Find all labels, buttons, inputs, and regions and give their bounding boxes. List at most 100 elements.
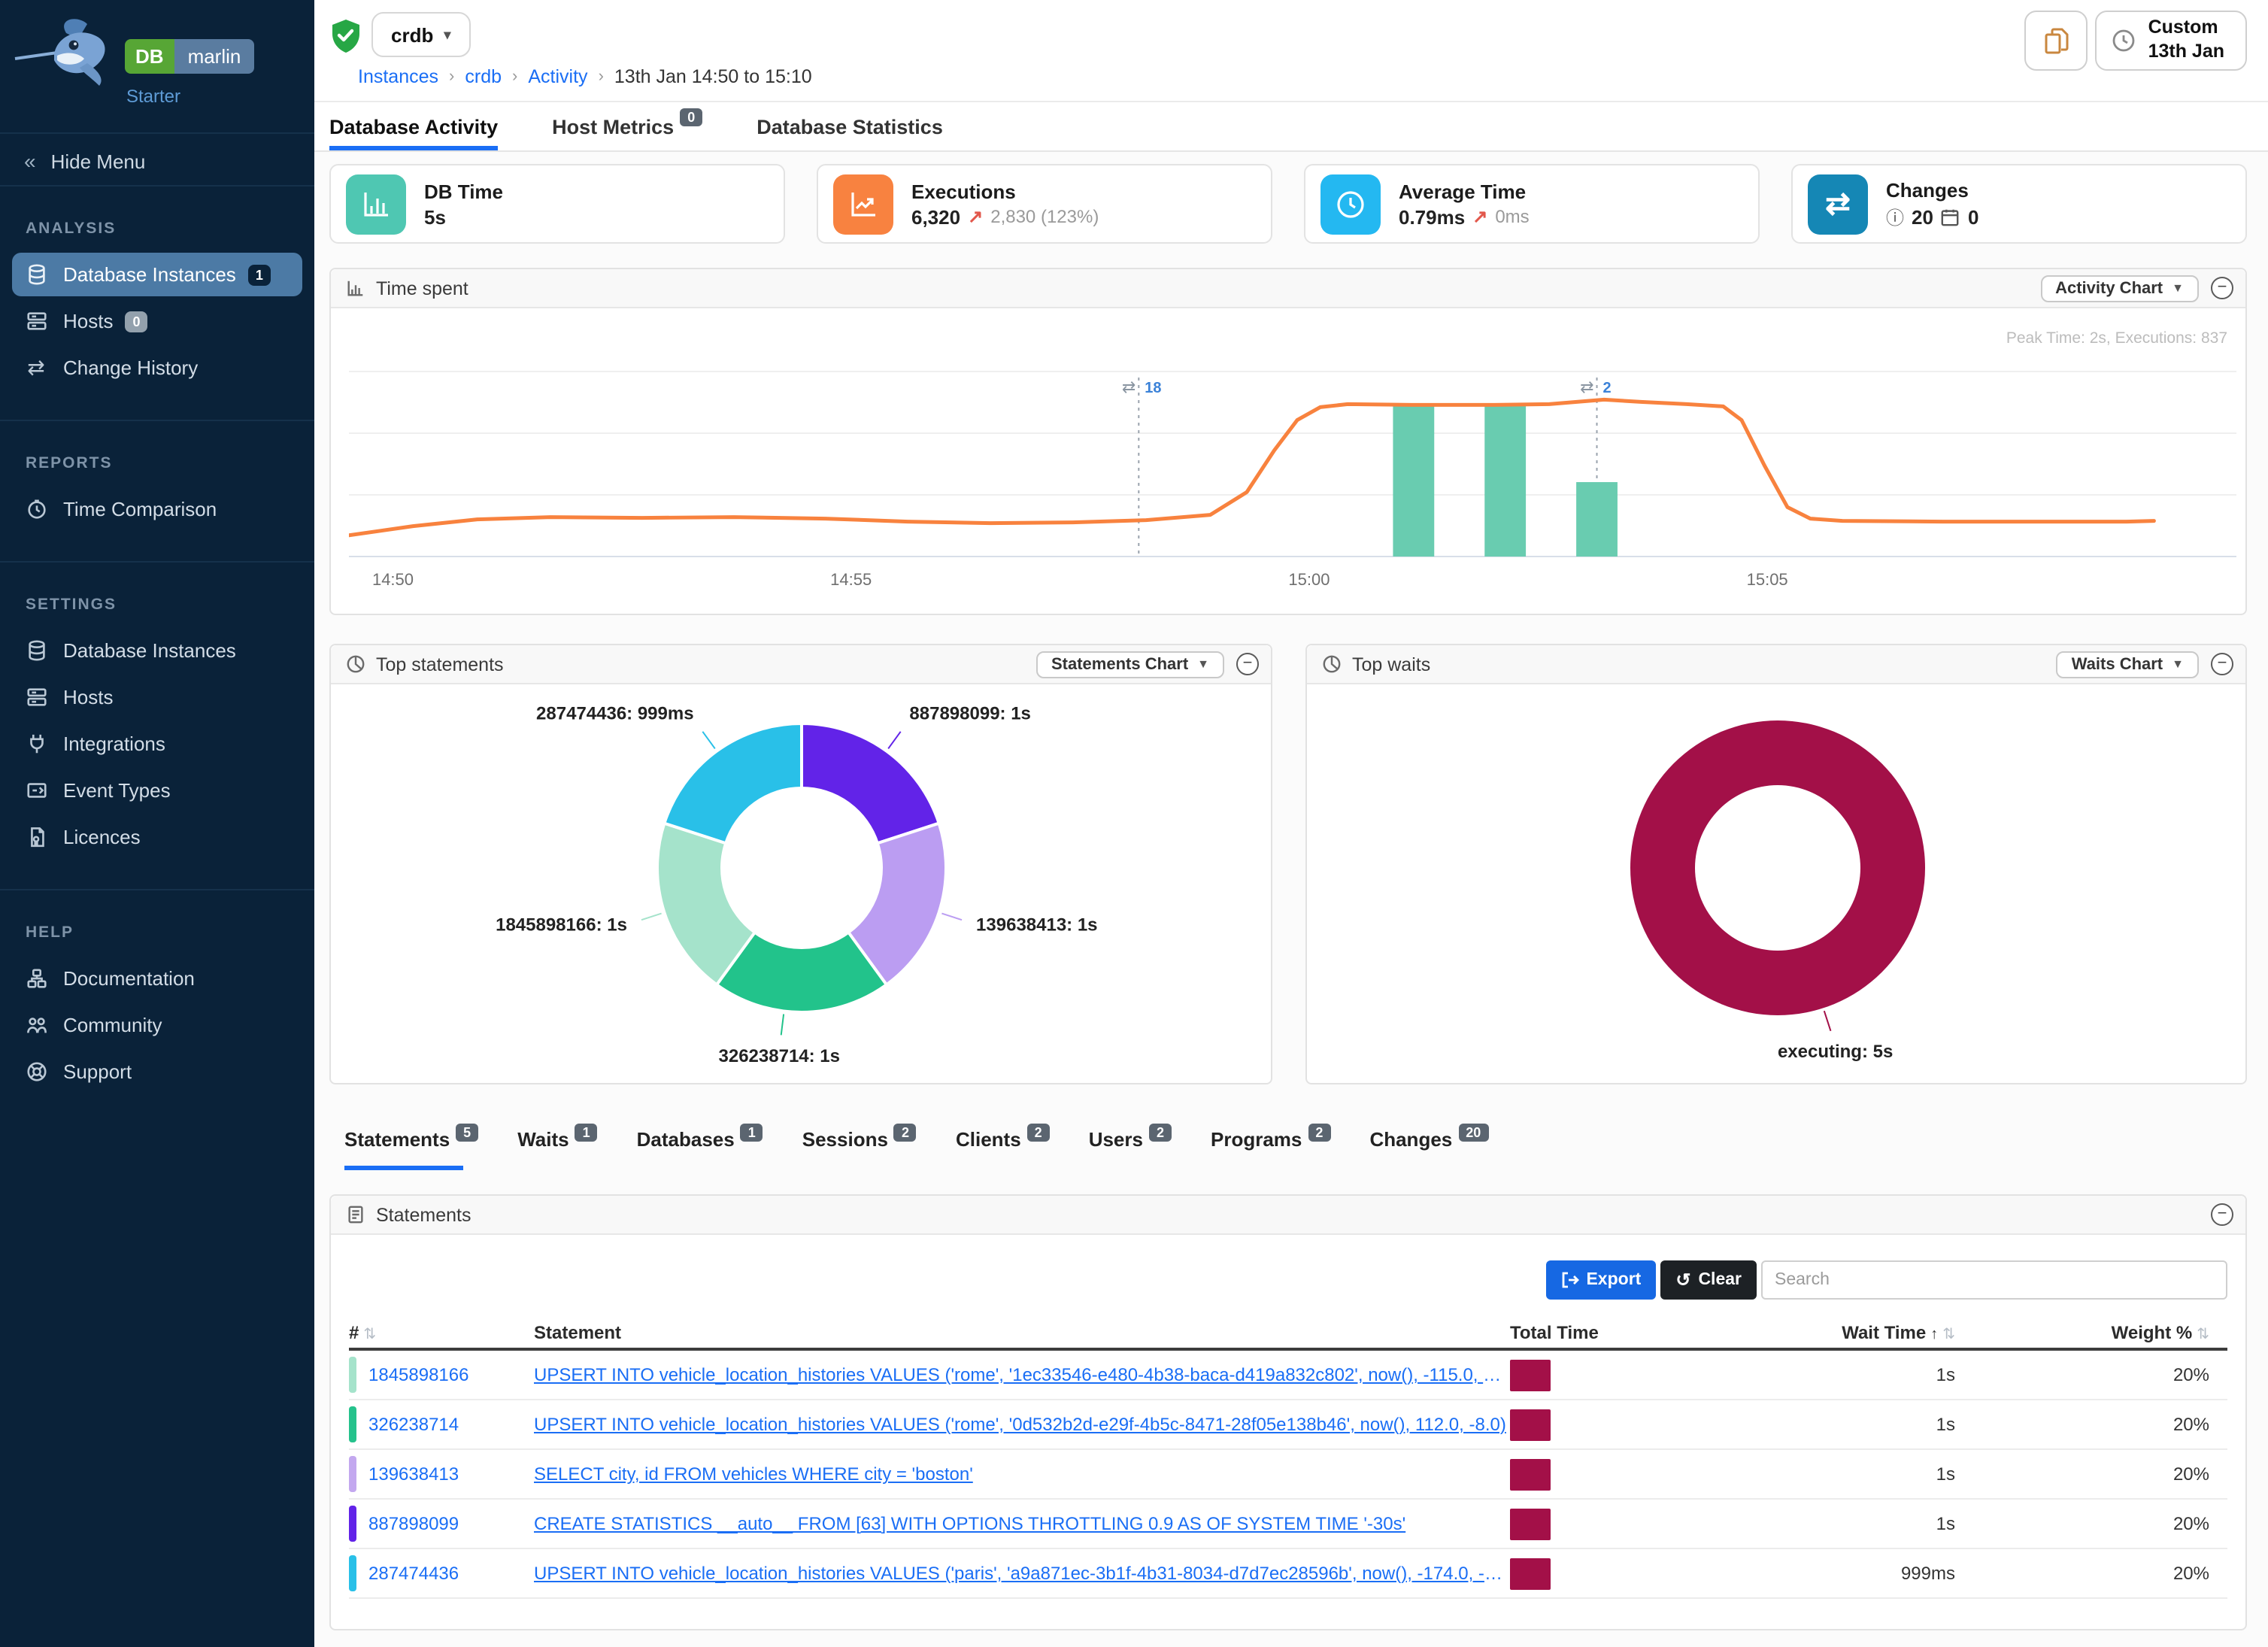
breadcrumb-separator: › <box>598 68 604 86</box>
svg-text:15:05: 15:05 <box>1747 570 1788 589</box>
main-tabs: Database Activity Host Metrics 0 Database… <box>314 102 2268 152</box>
fish-belly <box>57 53 84 65</box>
hide-menu-button[interactable]: «Hide Menu <box>0 132 314 187</box>
sidebar-item-time-comparison[interactable]: Time Comparison <box>12 487 302 531</box>
card-value: 5s <box>424 205 446 228</box>
statement-id-link[interactable]: 326238714 <box>368 1414 459 1435</box>
svg-text:139638413: 1s: 139638413: 1s <box>976 914 1097 935</box>
export-button[interactable]: Export <box>1545 1260 1657 1300</box>
wait-time-value: 1s <box>1936 1513 1955 1534</box>
waits-chart-selector[interactable]: Waits Chart ▼ <box>2056 651 2199 678</box>
copy-link-button[interactable] <box>2024 11 2088 71</box>
svg-text:887898099: 1s: 887898099: 1s <box>909 704 1030 724</box>
table-row: 326238714 UPSERT INTO vehicle_location_h… <box>349 1400 2227 1450</box>
column-header-num[interactable]: # ⇅ <box>349 1322 377 1343</box>
up-arrow-icon: ↗ <box>1472 206 1488 227</box>
pie-chart-icon <box>347 655 365 673</box>
svg-text:15:00: 15:00 <box>1288 570 1330 589</box>
sidebar-item-hosts[interactable]: Hosts 0 <box>12 299 302 343</box>
panel-header: Time spent Activity Chart ▼ − <box>331 269 2245 308</box>
up-arrow-icon: ↗ <box>968 206 984 227</box>
panel-title: Top statements <box>346 654 504 675</box>
statement-link[interactable]: SELECT city, id FROM vehicles WHERE city… <box>534 1463 973 1485</box>
tab-databases[interactable]: Databases 1 <box>637 1124 763 1167</box>
tab-waits[interactable]: Waits 1 <box>517 1124 598 1167</box>
column-header-weight[interactable]: Weight % ⇅ <box>2111 1322 2209 1343</box>
sidebar-section-analysis: ANALYSIS Database Instances 1 Hosts 0 ⇄ … <box>0 187 314 390</box>
tab-clients[interactable]: Clients 2 <box>956 1124 1050 1167</box>
table-row: 1845898166 UPSERT INTO vehicle_location_… <box>349 1351 2227 1400</box>
instance-selector[interactable]: crdb ▾ <box>371 12 471 57</box>
breadcrumb-link-instances[interactable]: Instances <box>358 66 439 87</box>
column-header-total-time[interactable]: Total Time <box>1510 1322 1599 1343</box>
panel-title: Top waits <box>1322 654 1430 675</box>
fish-bill <box>14 51 58 60</box>
section-title: ANALYSIS <box>26 220 117 238</box>
svg-text:18: 18 <box>1145 380 1161 396</box>
column-header-wait-time[interactable]: Wait Time ↑ ⇅ <box>1842 1322 1955 1343</box>
count-badge: 1 <box>740 1124 763 1142</box>
marlin-fish-logo <box>14 19 105 86</box>
count-badge: 2 <box>1148 1124 1172 1142</box>
sidebar-item-licences[interactable]: Licences <box>12 815 302 859</box>
count-badge: 2 <box>1308 1124 1331 1142</box>
statement-id-link[interactable]: 1845898166 <box>368 1364 469 1385</box>
sidebar: DB marlin Starter «Hide Menu ANALYSIS Dat… <box>0 0 314 1647</box>
breadcrumb-link-activity[interactable]: Activity <box>528 66 588 87</box>
sidebar-item-label: Change History <box>63 356 199 379</box>
collapse-panel-button[interactable]: − <box>2211 277 2233 299</box>
tab-statements[interactable]: Statements 5 <box>344 1124 479 1170</box>
sidebar-item-change-history[interactable]: ⇄ Change History <box>12 346 302 390</box>
tab-database-statistics[interactable]: Database Statistics <box>757 115 943 138</box>
top-statements-donut: 887898099: 1s 139638413: 1s 326238714: 1s 1… <box>496 704 1097 1067</box>
tab-sessions[interactable]: Sessions 2 <box>802 1124 917 1167</box>
statement-id-link[interactable]: 887898099 <box>368 1513 459 1534</box>
activity-chart-selector[interactable]: Activity Chart ▼ <box>2040 274 2199 302</box>
sidebar-item-integrations[interactable]: Integrations <box>12 722 302 766</box>
collapse-panel-button[interactable]: − <box>1236 653 1259 675</box>
sidebar-item-community[interactable]: Community <box>12 1003 302 1047</box>
sidebar-item-hosts-settings[interactable]: Hosts <box>12 675 302 719</box>
statement-color-chip <box>349 1406 356 1442</box>
tab-host-metrics[interactable]: Host Metrics 0 <box>552 102 703 150</box>
sidebar-item-database-instances-settings[interactable]: Database Instances <box>12 629 302 672</box>
sidebar-item-label: Database Instances <box>63 639 236 662</box>
column-header-statement[interactable]: Statement <box>534 1322 622 1343</box>
breadcrumb-link-crdb[interactable]: crdb <box>465 66 502 87</box>
card-delta: 2,830 (123%) <box>990 206 1099 227</box>
tab-users[interactable]: Users 2 <box>1089 1124 1172 1167</box>
statement-color-chip <box>349 1555 356 1591</box>
tab-database-activity[interactable]: Database Activity <box>329 102 499 150</box>
collapse-panel-button[interactable]: − <box>2211 653 2233 675</box>
svg-text:287474436: 999ms: 287474436: 999ms <box>536 704 694 724</box>
search-input[interactable] <box>1761 1260 2227 1300</box>
statements-chart-selector[interactable]: Statements Chart ▼ <box>1036 651 1224 678</box>
sidebar-item-documentation[interactable]: Documentation <box>12 957 302 1000</box>
statement-link[interactable]: UPSERT INTO vehicle_location_histories V… <box>534 1414 1506 1435</box>
statement-link[interactable]: CREATE STATISTICS __auto__ FROM [63] WIT… <box>534 1513 1406 1534</box>
clear-button[interactable]: ↺ Clear <box>1660 1260 1757 1300</box>
sidebar-item-event-types[interactable]: Event Types <box>12 769 302 812</box>
breadcrumb-separator: › <box>449 68 455 86</box>
tab-changes[interactable]: Changes 20 <box>1369 1124 1489 1167</box>
tab-programs[interactable]: Programs 2 <box>1211 1124 1331 1167</box>
topbar: crdb ▾ Instances › crdb › Activity › 13t… <box>314 0 2268 102</box>
info-icon: ⓘ <box>1886 207 1905 228</box>
fish-dorsal-fin <box>64 19 87 39</box>
time-range-button[interactable]: Custom 13th Jan <box>2095 11 2247 71</box>
panel-header: Statements − <box>331 1196 2245 1235</box>
collapse-panel-button[interactable]: − <box>2211 1203 2233 1226</box>
bar-chart-icon <box>346 174 406 234</box>
weight-value: 20% <box>2172 1364 2209 1385</box>
wait-time-value: 1s <box>1936 1414 1955 1435</box>
sidebar-item-database-instances[interactable]: Database Instances 1 <box>12 253 302 296</box>
statement-link[interactable]: UPSERT INTO vehicle_location_histories V… <box>534 1364 1510 1385</box>
metric-cards: DB Time 5s Executions 6,320 ↗ 2,830 (123… <box>329 164 2247 244</box>
list-icon <box>348 1206 363 1224</box>
statement-link[interactable]: UPSERT INTO vehicle_location_histories V… <box>534 1563 1510 1584</box>
statement-id-link[interactable]: 139638413 <box>368 1463 459 1485</box>
card-title: Changes <box>1886 178 1969 201</box>
sort-icon: ⇅ <box>363 1327 377 1343</box>
statement-id-link[interactable]: 287474436 <box>368 1563 459 1584</box>
sidebar-item-support[interactable]: Support <box>12 1050 302 1093</box>
